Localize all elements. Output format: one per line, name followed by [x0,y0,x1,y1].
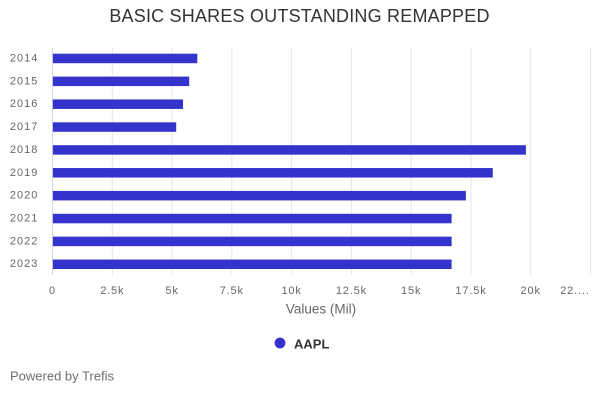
svg-text:5k: 5k [165,285,178,297]
svg-text:AAPL: AAPL [294,336,329,351]
svg-text:2021: 2021 [10,213,38,225]
svg-text:7.5k: 7.5k [220,285,244,297]
svg-text:2022: 2022 [10,235,38,247]
svg-text:12.5k: 12.5k [336,285,367,297]
svg-text:10k: 10k [281,285,301,297]
svg-text:2023: 2023 [10,258,38,270]
svg-text:2016: 2016 [10,98,38,110]
svg-text:Powered by Trefis: Powered by Trefis [10,369,115,384]
svg-text:22....: 22.... [560,285,590,297]
svg-text:2015: 2015 [10,75,38,87]
svg-text:2019: 2019 [10,167,38,179]
svg-text:2.5k: 2.5k [100,285,124,297]
svg-text:20k: 20k [521,285,541,297]
svg-text:2020: 2020 [10,190,38,202]
svg-text:17.5k: 17.5k [455,285,486,297]
svg-text:BASIC SHARES OUTSTANDING REMAP: BASIC SHARES OUTSTANDING REMAPPED [109,6,489,26]
svg-text:Values (Mil): Values (Mil) [286,301,356,316]
svg-text:0: 0 [49,285,56,297]
svg-text:2018: 2018 [10,144,38,156]
svg-text:15k: 15k [401,285,421,297]
svg-text:2017: 2017 [10,121,38,133]
svg-text:2014: 2014 [10,52,38,64]
